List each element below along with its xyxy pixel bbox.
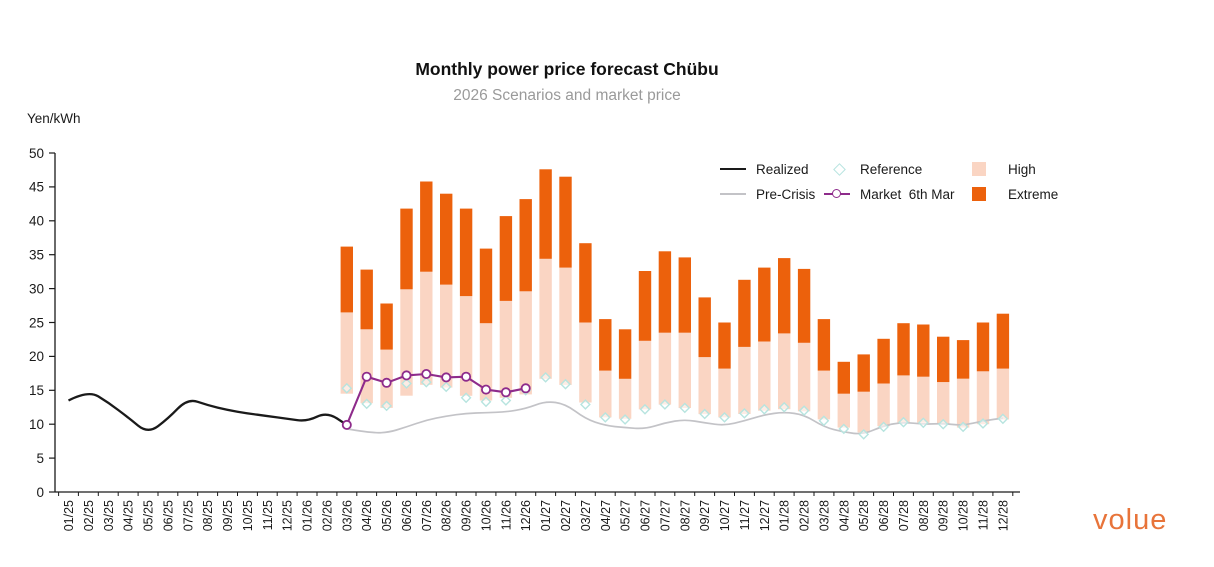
svg-text:11/27: 11/27 [738,500,752,530]
svg-text:10: 10 [29,417,44,432]
svg-text:15: 15 [29,383,44,398]
svg-text:20: 20 [29,349,44,364]
pre-crisis-swatch-icon [720,192,750,196]
svg-text:40: 40 [29,214,44,229]
legend-item-reference: Reference [824,162,972,177]
svg-text:25: 25 [29,315,44,330]
svg-text:09/26: 09/26 [460,500,474,531]
svg-text:04/28: 04/28 [837,500,851,531]
legend-row: Pre-Crisis Market 6th Mar Extreme [720,185,1058,203]
legend-label: Market 6th Mar [860,186,955,202]
extreme-swatch-icon [972,187,1002,201]
legend-item-pre-crisis: Pre-Crisis [720,187,824,202]
svg-text:05/28: 05/28 [857,500,871,531]
bars-high-range [340,258,1010,433]
chart-title: Monthly power price forecast Chübu [415,59,719,79]
svg-text:10/26: 10/26 [480,500,494,531]
legend-label: Extreme [1008,186,1059,202]
svg-text:03/26: 03/26 [340,500,354,531]
market-markers [341,368,531,430]
svg-text:06/25: 06/25 [161,500,175,531]
svg-text:04/27: 04/27 [599,500,613,531]
realized-line [67,392,348,431]
svg-text:06/26: 06/26 [400,500,414,531]
svg-text:07/25: 07/25 [181,500,195,531]
svg-text:08/28: 08/28 [917,500,931,531]
svg-text:05/27: 05/27 [619,500,633,531]
high-swatch-icon [972,162,1002,176]
x-axis: 01/25 02/25 03/25 04/25 05/25 06/25 07/25 08/25… [55,491,1020,531]
svg-text:12/25: 12/25 [281,500,295,531]
realized-swatch-icon [720,167,750,171]
reference-swatch-icon [824,162,854,176]
svg-text:08/27: 08/27 [678,500,692,531]
svg-text:11/26: 11/26 [499,500,513,530]
svg-text:05/26: 05/26 [380,500,394,531]
svg-text:01/27: 01/27 [539,500,553,531]
svg-text:06/28: 06/28 [877,500,891,531]
svg-text:07/26: 07/26 [420,500,434,531]
svg-text:30: 30 [29,281,44,296]
svg-text:01/25: 01/25 [62,500,76,531]
pre-crisis-line [346,401,1004,435]
svg-text:02/27: 02/27 [559,500,573,531]
y-axis: 0 5 10 15 20 25 30 35 40 45 50 [29,146,56,500]
legend-item-realized: Realized [720,162,824,177]
svg-text:09/25: 09/25 [221,500,235,531]
legend-label: High [1008,161,1036,177]
legend-item-market-6th-mar: Market 6th Mar [824,187,972,202]
legend-label: Reference [860,161,923,177]
legend: Realized Reference High Pre-Crisis Market 6t… [720,160,1058,210]
svg-text:02/26: 02/26 [320,500,334,531]
legend-item-high: High [972,162,1036,177]
svg-text:50: 50 [29,146,44,161]
svg-text:07/27: 07/27 [658,500,672,531]
legend-item-extreme: Extreme [972,187,1058,202]
svg-text:12/26: 12/26 [519,500,533,531]
svg-text:12/27: 12/27 [758,500,772,531]
legend-row: Realized Reference High [720,160,1058,178]
svg-text:08/25: 08/25 [201,500,215,531]
svg-text:10/25: 10/25 [241,500,255,531]
svg-text:09/27: 09/27 [698,500,712,531]
volue-logo: volue [1093,504,1168,536]
market-6th-mar-swatch-icon [824,189,854,198]
svg-text:02/25: 02/25 [82,500,96,531]
svg-text:12/28: 12/28 [996,500,1010,531]
svg-text:09/28: 09/28 [937,500,951,531]
svg-text:03/27: 03/27 [579,500,593,531]
svg-text:0: 0 [36,485,44,500]
svg-text:01/26: 01/26 [301,500,315,531]
reference-markers [341,372,1009,440]
svg-text:06/27: 06/27 [639,500,653,531]
svg-text:01/28: 01/28 [778,500,792,531]
legend-label: Realized [756,161,809,177]
y-axis-unit-label: Yen/kWh [27,111,81,126]
market-line [345,372,526,426]
svg-text:02/28: 02/28 [798,500,812,531]
svg-text:45: 45 [29,180,44,195]
bars-extreme-range [340,169,1010,394]
svg-text:11/28: 11/28 [977,500,991,530]
svg-text:07/28: 07/28 [897,500,911,531]
svg-text:10/27: 10/27 [718,500,732,531]
svg-text:08/26: 08/26 [440,500,454,531]
svg-text:10/28: 10/28 [957,500,971,531]
svg-text:03/25: 03/25 [102,500,116,531]
svg-text:04/25: 04/25 [122,500,136,531]
svg-text:04/26: 04/26 [360,500,374,531]
svg-text:35: 35 [29,248,44,263]
svg-text:05/25: 05/25 [142,500,156,531]
svg-text:11/25: 11/25 [261,500,275,530]
chart-subtitle: 2026 Scenarios and market price [453,87,681,104]
legend-label: Pre-Crisis [756,186,816,202]
svg-text:03/28: 03/28 [817,500,831,531]
svg-text:5: 5 [36,451,44,466]
